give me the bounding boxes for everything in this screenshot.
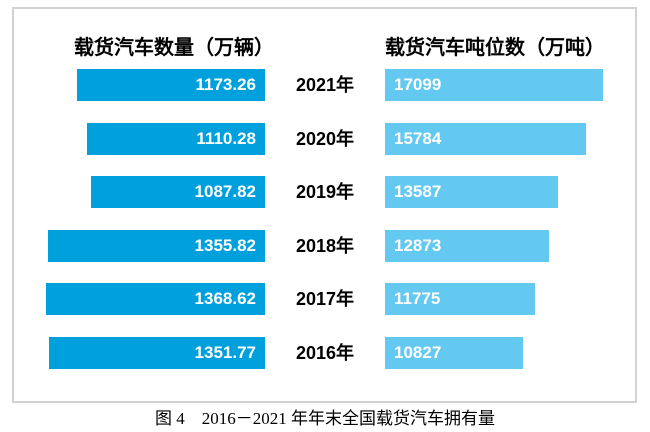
chart-row: 1110.28 2020年 15784 bbox=[14, 122, 635, 155]
right-column-title: 载货汽车吨位数（万吨） bbox=[385, 37, 605, 59]
tonnage-bar: 12873 bbox=[385, 229, 549, 262]
truck-count-value: 1355.82 bbox=[194, 235, 256, 255]
year-label: 2019年 bbox=[295, 182, 355, 202]
chart-row: 1368.62 2017年 11775 bbox=[14, 283, 635, 315]
truck-count-bar: 1110.28 bbox=[87, 122, 265, 155]
chart-frame: 载货汽车数量（万辆） 载货汽车吨位数（万吨） 1173.26 2021年 170… bbox=[12, 7, 637, 403]
truck-count-bar: 1087.82 bbox=[91, 176, 265, 208]
truck-count-bar: 1351.77 bbox=[49, 336, 265, 369]
year-label: 2021年 bbox=[295, 75, 355, 95]
truck-count-value: 1110.28 bbox=[196, 128, 256, 148]
truck-count-value: 1351.77 bbox=[194, 342, 256, 362]
tonnage-value: 11775 bbox=[394, 289, 441, 308]
truck-count-bar: 1355.82 bbox=[48, 229, 265, 262]
tonnage-bar: 13587 bbox=[385, 176, 558, 208]
tonnage-bar: 15784 bbox=[385, 122, 586, 155]
tonnage-value: 15784 bbox=[394, 128, 442, 148]
year-label: 2020年 bbox=[295, 128, 355, 149]
tonnage-bar: 11775 bbox=[385, 283, 535, 315]
tonnage-bar: 17099 bbox=[385, 69, 603, 101]
tonnage-value: 17099 bbox=[394, 75, 442, 94]
truck-count-bar: 1173.26 bbox=[77, 69, 265, 101]
chart-row: 1355.82 2018年 12873 bbox=[14, 229, 635, 262]
truck-count-value: 1173.26 bbox=[195, 75, 256, 94]
truck-count-value: 1087.82 bbox=[194, 182, 256, 201]
figure-caption: 图 4 2016－2021 年年末全国载货汽车拥有量 bbox=[155, 409, 495, 428]
truck-count-value: 1368.62 bbox=[194, 289, 256, 308]
chart-row: 1173.26 2021年 17099 bbox=[14, 69, 635, 101]
chart-row: 1087.82 2019年 13587 bbox=[14, 176, 635, 208]
year-label: 2018年 bbox=[295, 235, 355, 256]
left-column-title: 载货汽车数量（万辆） bbox=[74, 37, 274, 59]
year-label: 2017年 bbox=[295, 289, 355, 309]
chart-row: 1351.77 2016年 10827 bbox=[14, 336, 635, 369]
year-label: 2016年 bbox=[295, 342, 355, 363]
tonnage-bar: 10827 bbox=[385, 336, 523, 369]
tonnage-value: 10827 bbox=[394, 342, 442, 362]
tonnage-value: 12873 bbox=[394, 235, 442, 255]
truck-count-bar: 1368.62 bbox=[46, 283, 265, 315]
tonnage-value: 13587 bbox=[394, 182, 442, 201]
